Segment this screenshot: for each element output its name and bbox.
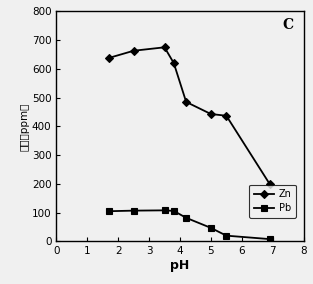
Zn	[107, 56, 111, 60]
Pb	[268, 237, 271, 241]
Pb	[132, 209, 136, 212]
Pb	[184, 216, 188, 220]
Zn	[132, 49, 136, 53]
Pb	[172, 209, 176, 213]
Pb	[209, 226, 213, 229]
Zn	[172, 61, 176, 65]
Pb	[224, 234, 228, 237]
Y-axis label: 含量（ppm）: 含量（ppm）	[19, 102, 29, 151]
Line: Zn: Zn	[106, 45, 272, 187]
Line: Pb: Pb	[106, 208, 272, 242]
X-axis label: pH: pH	[170, 259, 190, 272]
Zn	[163, 46, 167, 49]
Legend: Zn, Pb: Zn, Pb	[249, 185, 296, 218]
Text: C: C	[283, 18, 294, 32]
Zn	[209, 112, 213, 116]
Zn	[224, 114, 228, 118]
Zn	[268, 182, 271, 186]
Pb	[107, 210, 111, 213]
Zn	[184, 100, 188, 104]
Pb	[163, 209, 167, 212]
